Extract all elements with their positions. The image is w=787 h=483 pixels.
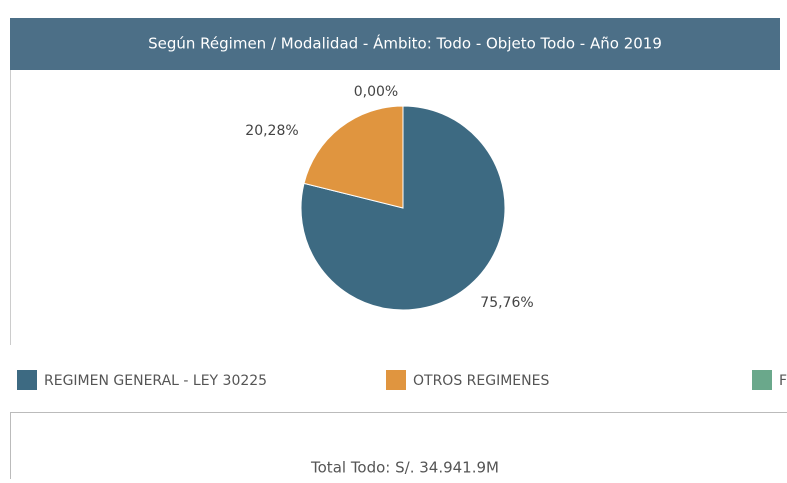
legend-swatch [17,370,37,390]
data-label: 75,76% [480,295,533,311]
header-bar [10,18,780,70]
data-label: 20,28% [245,123,298,139]
pie-slice [300,105,506,311]
pie-slice [303,105,404,209]
legend-swatch [752,370,772,390]
legend-label: REGIMEN GENERAL - LEY 30225 [44,373,267,389]
legend-label: F [779,373,787,389]
legend-swatch [386,370,406,390]
total-label: Total Todo: S/. 34.941.9M [310,459,499,477]
legend-label: OTROS REGIMENES [413,373,549,389]
chart-title: Según Régimen / Modalidad - Ámbito: Todo… [148,34,662,53]
data-label: 0,00% [354,84,398,100]
